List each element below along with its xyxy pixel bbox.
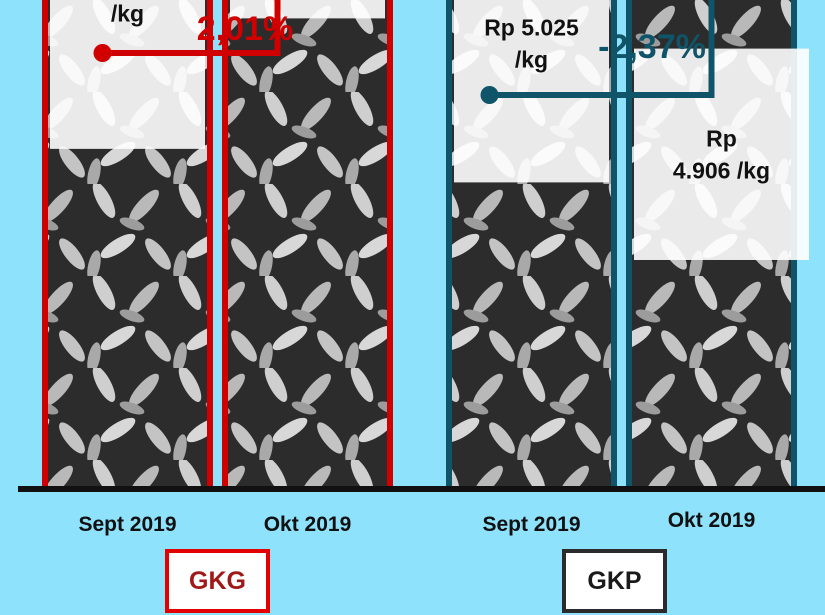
change-arrow-line <box>489 0 715 98</box>
value-label: /kg <box>515 47 548 73</box>
value-label: 4.906 /kg <box>673 157 770 183</box>
value-box <box>454 0 609 183</box>
value-label: Rp <box>706 125 737 151</box>
change-percent-label: 2,01% <box>197 10 293 48</box>
value-box <box>230 0 385 19</box>
x-tick-label: Okt 2019 <box>668 509 756 532</box>
value-box <box>50 0 205 149</box>
x-tick-label: Sept 2019 <box>78 513 176 536</box>
x-tick-label: Sept 2019 <box>482 513 580 536</box>
group-label-gkp: GKP <box>562 549 667 613</box>
change-arrow-line <box>102 0 281 56</box>
value-box <box>634 48 809 260</box>
value-label: Rp 5.025 <box>484 15 579 41</box>
value-label: /kg <box>111 1 144 27</box>
x-tick-label: Okt 2019 <box>264 513 352 536</box>
group-label-gkg: GKG <box>165 549 270 613</box>
bar-fill <box>225 0 390 489</box>
change-percent-label: -2,37% <box>598 28 706 66</box>
